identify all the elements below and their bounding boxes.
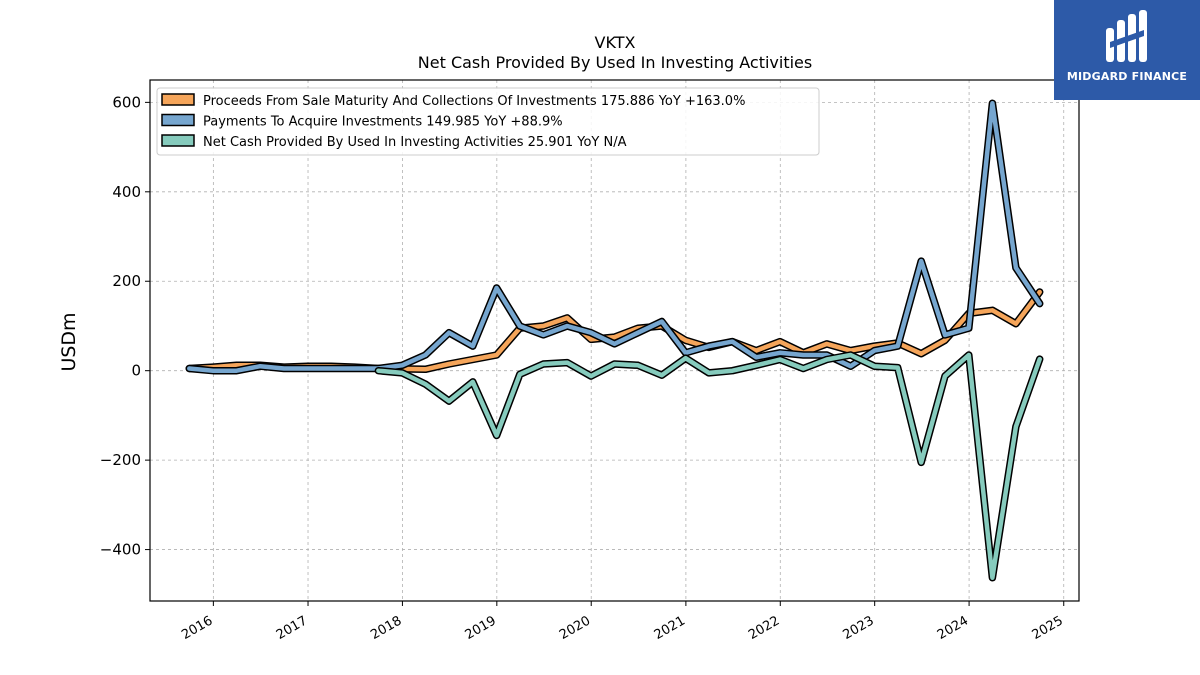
x-tick-label: 2021 [652,613,688,643]
x-tick-label: 2020 [557,613,593,643]
y-tick-label: 400 [112,183,141,201]
x-tick-label: 2023 [841,613,877,643]
x-tick-label: 2017 [274,613,310,643]
brand-logo: MIDGARD FINANCE [1054,0,1200,100]
legend-label: Proceeds From Sale Maturity And Collecti… [203,94,745,109]
series-line [376,352,1042,580]
x-tick-label: 2025 [1030,613,1066,643]
logo-mark-icon [1106,10,1147,62]
x-tick-label: 2019 [463,613,499,643]
x-tick-label: 2024 [935,613,971,643]
series-line [187,101,1042,373]
logo-text: MIDGARD FINANCE [1066,70,1188,83]
x-tick-label: 2022 [746,613,782,643]
y-axis-label: USDm [58,312,80,371]
legend: Proceeds From Sale Maturity And Collecti… [156,87,820,156]
plot-frame [149,79,1080,602]
legend-box [156,87,820,156]
series-lines [185,99,1044,582]
y-tick-label: −400 [100,541,141,559]
y-tick-label: 600 [112,93,141,111]
y-tick-label: −200 [100,451,141,469]
legend-swatch [161,113,195,127]
legend-swatch [161,93,195,106]
y-tick-label: 200 [112,272,141,290]
chart-title: VKTX [595,33,636,52]
legend-label: Net Cash Provided By Used In Investing A… [203,135,627,150]
series-1 [185,99,1044,375]
x-tick-label: 2016 [179,613,215,643]
legend-label: Payments To Acquire Investments 149.985 … [203,115,563,130]
y-tick-label: 0 [131,362,141,380]
legend-swatch [161,134,195,147]
chart-subtitle: Net Cash Provided By Used In Investing A… [418,53,812,72]
series-2 [374,351,1044,582]
x-tick-label: 2018 [368,613,404,643]
